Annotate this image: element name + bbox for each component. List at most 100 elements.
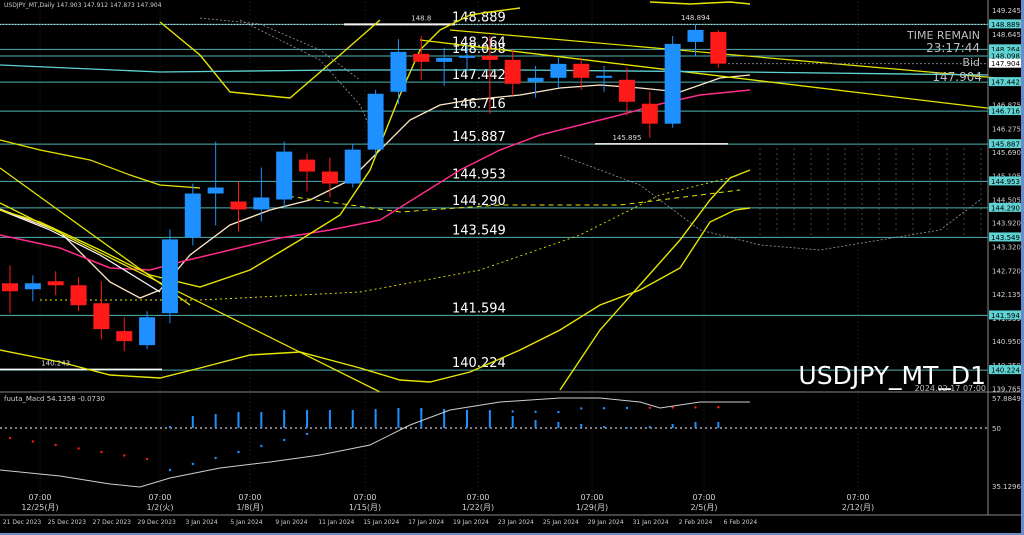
cloud-edge-1 [199,17,361,81]
bottom-date-label: 17 Jan 2024 [408,519,444,526]
macd-signal-dot [54,443,57,447]
small-price-label: 140.243 [41,359,70,367]
macd-tick: 35.1296 [992,483,1021,491]
candle-bear [618,79,635,102]
symbol-watermark: USDJPY_MT_D1 [798,361,986,390]
candle-bear [710,31,727,64]
candle-bull [367,93,384,150]
macd-signal-dot [694,406,697,409]
macd-signal-dot [534,410,537,413]
candle-bear [321,171,338,184]
axis-highlight-text: 144.290 [991,204,1020,212]
macd-signal-dot [374,414,377,418]
axis-highlight-text: 145.887 [991,141,1020,149]
candle-bear [504,59,521,84]
macd-signal-dot [442,409,446,412]
axis-highlight-text: 148.889 [991,21,1020,29]
candle-bull [24,283,41,290]
candle-bull [276,151,293,200]
macd-signal-dot [648,406,651,409]
candle-bull [550,63,567,78]
level-label-7: 144.290 [452,194,506,209]
axis-highlight [989,232,1021,242]
macd-signal-dot [77,447,80,450]
axis-highlight-text: 141.594 [991,312,1020,320]
level-label-1: 148.264 [452,35,506,50]
bb-upper-a [439,7,521,31]
axis-highlight [989,106,1021,116]
level-label-5: 145.887 [452,130,506,145]
bb-upper-left [0,29,441,288]
axis-highlight [989,176,1021,186]
axis-highlight-text: 148.098 [991,52,1020,60]
macd-signal-dot [488,410,492,413]
axis-highlight-text: 140.224 [991,367,1020,375]
bid-value: 147.904 [932,70,982,84]
candle-bear [299,159,316,172]
macd-signal-dot [671,406,674,409]
macd-panel: 57.8849 50 35.1296 [0,391,1021,491]
axis-highlight [989,139,1021,149]
macd-signal-dot [397,408,400,412]
axis-highlight [989,365,1021,375]
candle-bull [139,317,156,346]
watermark-date: 2024.02.17 07:00 [915,384,986,393]
candle-bull [184,193,201,238]
candle-bull [207,187,224,194]
level-label-10: 140.224 [452,356,506,371]
week-date-label: 1/29(月) [576,503,608,512]
week-date-label: 1/2(火) [146,503,173,512]
candle-bear [481,55,498,60]
time-remain-label: TIME REMAIN [906,29,980,42]
macd-signal-dot [625,406,629,410]
candle-bull [161,239,178,314]
macd-signal-dot [191,462,194,466]
axis-highlight [989,77,1021,87]
candle-bear [116,331,133,342]
bottom-date-label: 15 Jan 2024 [363,519,399,526]
macd-signal-dot [465,409,469,413]
bb-upper-b [649,1,751,5]
bb-lower [0,207,751,383]
axis-highlight-text: 144.953 [991,178,1020,186]
candle-bear [641,103,658,124]
level-label-9: 141.594 [452,301,506,316]
candle-bull [344,149,361,184]
time-label: 07:00 [148,493,171,502]
time-remain-value: 23:17:44 [926,41,980,55]
span-a [279,189,741,213]
candle-bull [459,55,475,58]
price-tick: 144.505 [992,196,1021,204]
candle-bull [687,29,704,42]
price-tick: 145.105 [992,172,1021,180]
bottom-date-label: 11 Jan 2024 [318,519,354,526]
macd-signal-dot [283,438,286,442]
price-tick: 139.765 [992,385,1021,393]
week-date-label: 2/5(月) [690,503,717,512]
candle-bear [573,63,590,78]
ema-long-line-2 [519,69,989,76]
candle-bull [527,77,544,82]
axis-highlight-text: 148.264 [991,46,1020,54]
bottom-date-label: 19 Jan 2024 [453,519,489,526]
price-tick: 142.720 [992,268,1021,276]
level-label-0: 148.889 [452,10,506,25]
candle-bull [390,51,407,92]
bottom-date-label: 29 Dec 2023 [138,519,177,526]
cloud-edge-3 [559,154,981,251]
candle-bull [253,197,270,210]
candle-bear [70,285,87,306]
week-date-label: 2/12(月) [842,503,874,512]
macd-line [0,397,750,488]
week-date-label: 1/22(月) [462,503,494,512]
ema-long-line [0,64,500,73]
time-label: 07:00 [846,493,869,502]
price-axis: 149.245 148.645 147.904 146.875 146.275 145.6… [728,0,1021,515]
price-tick: 146.875 [992,102,1021,110]
macd-signal-dot [31,440,35,443]
price-tick: 142.135 [992,291,1021,299]
time-label: 07:00 [353,493,376,502]
vertical-grid [39,2,982,515]
macd-signal-dot [214,456,217,460]
